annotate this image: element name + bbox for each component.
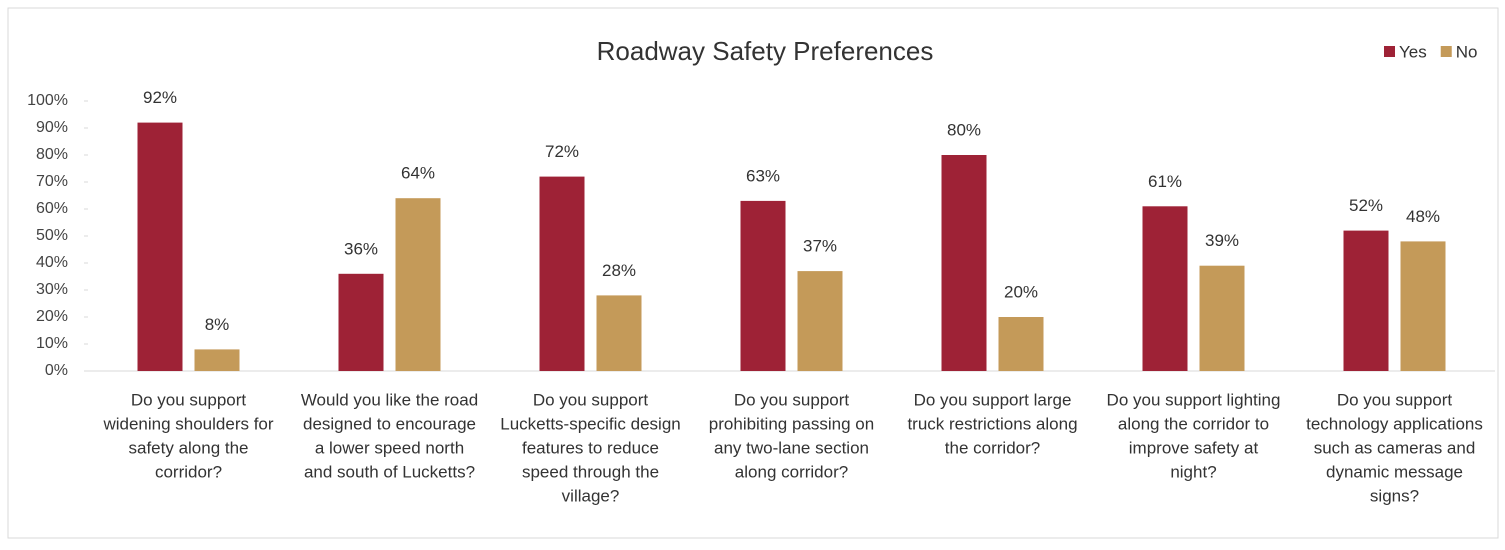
bar — [539, 176, 585, 371]
data-label: 80% — [947, 120, 981, 139]
bar — [998, 317, 1044, 371]
x-tick-label: truck restrictions along — [907, 414, 1077, 433]
legend-label: No — [1456, 42, 1478, 61]
data-label: 39% — [1205, 231, 1239, 250]
y-tick-label: 50% — [36, 227, 68, 244]
data-label: 72% — [545, 142, 579, 161]
chart-title: Roadway Safety Preferences — [597, 36, 934, 66]
x-tick-label: dynamic message — [1326, 462, 1463, 481]
x-tick-label: along corridor? — [735, 462, 848, 481]
data-label: 52% — [1349, 196, 1383, 215]
x-tick-label: corridor? — [155, 462, 222, 481]
bar — [137, 122, 183, 371]
data-label: 36% — [344, 239, 378, 258]
x-tick-label: Do you support — [1337, 390, 1453, 409]
x-tick-label: any two-lane section — [714, 438, 869, 457]
data-label: 8% — [205, 315, 230, 334]
y-tick-label: 40% — [36, 254, 68, 271]
x-tick-label: designed to encourage — [303, 414, 476, 433]
data-label: 37% — [803, 237, 837, 256]
y-tick-label: 20% — [36, 308, 68, 325]
y-tick-label: 90% — [36, 119, 68, 136]
data-label: 92% — [143, 88, 177, 107]
bar — [596, 295, 642, 371]
data-label: 48% — [1406, 207, 1440, 226]
data-label: 28% — [602, 261, 636, 280]
data-label: 63% — [746, 166, 780, 185]
y-tick-label: 60% — [36, 200, 68, 217]
x-tick-label: and south of Lucketts? — [304, 462, 475, 481]
x-tick-label: Do you support — [734, 390, 850, 409]
bar — [1400, 241, 1446, 371]
data-label: 20% — [1004, 282, 1038, 301]
x-tick-label: such as cameras and — [1314, 438, 1476, 457]
bar — [194, 349, 240, 371]
bar — [797, 271, 843, 371]
x-tick-label: a lower speed north — [315, 438, 464, 457]
x-tick-label: Do you support large — [914, 390, 1072, 409]
x-tick-label: prohibiting passing on — [709, 414, 874, 433]
x-tick-label: along the corridor to — [1118, 414, 1269, 433]
data-label: 64% — [401, 164, 435, 183]
bar — [941, 155, 987, 371]
x-tick-label: the corridor? — [945, 438, 1040, 457]
y-tick-label: 10% — [36, 335, 68, 352]
x-tick-label: improve safety at — [1129, 438, 1259, 457]
x-tick-label: Do you support lighting — [1107, 390, 1281, 409]
y-tick-label: 0% — [45, 362, 68, 379]
bar — [338, 273, 384, 371]
y-tick-label: 100% — [27, 92, 68, 109]
x-tick-label: technology applications — [1306, 414, 1483, 433]
x-tick-label: village? — [562, 486, 620, 505]
x-tick-label: widening shoulders for — [102, 414, 273, 433]
data-label: 61% — [1148, 172, 1182, 191]
x-tick-label: Would you like the road — [301, 390, 478, 409]
legend-swatch — [1384, 46, 1395, 57]
y-tick-label: 30% — [36, 281, 68, 298]
bar — [395, 198, 441, 371]
legend-label: Yes — [1399, 42, 1427, 61]
x-tick-label: Do you support — [533, 390, 649, 409]
legend-swatch — [1440, 46, 1452, 57]
x-tick-label: night? — [1170, 462, 1216, 481]
bar — [1199, 265, 1245, 371]
x-tick-label: features to reduce — [522, 438, 659, 457]
bar — [740, 200, 786, 371]
bar — [1142, 206, 1188, 371]
y-tick-label: 70% — [36, 173, 68, 190]
x-tick-label: Lucketts-specific design — [500, 414, 680, 433]
x-tick-label: Do you support — [131, 390, 247, 409]
x-tick-label: signs? — [1370, 486, 1419, 505]
y-tick-label: 80% — [36, 146, 68, 163]
bar — [1343, 230, 1389, 371]
x-tick-label: safety along the — [128, 438, 248, 457]
x-tick-label: speed through the — [522, 462, 659, 481]
